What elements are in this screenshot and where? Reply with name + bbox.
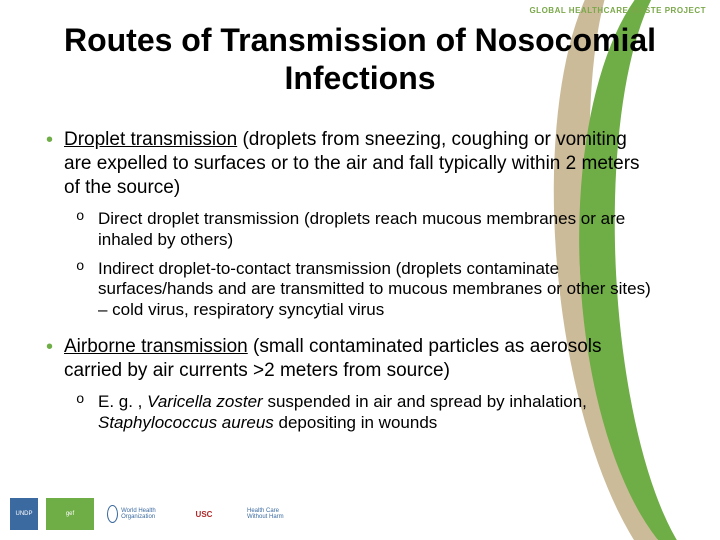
page-title: Routes of Transmission of Nosocomial Inf… [0, 22, 720, 98]
sub-item: Direct droplet transmission (droplets re… [76, 209, 656, 250]
bullet-airborne: Airborne transmission (small contaminate… [46, 335, 656, 383]
sub-text-mid: suspended in air and spread by inhalatio… [263, 392, 587, 411]
who-laurels-icon [107, 505, 118, 523]
logo-undp: UNDP [10, 498, 38, 530]
sub-list-airborne: E. g. , Varicella zoster suspended in ai… [76, 392, 656, 433]
logo-who: World Health Organization [102, 498, 166, 530]
footer-logos: UNDP gef World Health Organization USC H… [10, 494, 570, 534]
sub-list-droplet: Direct droplet transmission (droplets re… [76, 209, 656, 321]
logo-gef-text: gef [66, 511, 74, 517]
logo-who-text: World Health Organization [121, 508, 161, 520]
bullet-lead: Droplet transmission [64, 129, 237, 150]
logo-gef: gef [46, 498, 94, 530]
bullet-droplet: Droplet transmission (droplets from snee… [46, 128, 656, 199]
sub-text-italic1: Varicella zoster [147, 392, 263, 411]
sub-item: Indirect droplet-to-contact transmission… [76, 259, 656, 321]
sub-text-italic2: Staphylococcus aureus [98, 413, 274, 432]
sub-item: E. g. , Varicella zoster suspended in ai… [76, 392, 656, 433]
header-tag: GLOBAL HEALTHCARE WASTE PROJECT [529, 6, 706, 15]
content-area: Droplet transmission (droplets from snee… [46, 128, 656, 448]
bullet-lead: Airborne transmission [64, 336, 248, 357]
sub-text-prefix: E. g. , [98, 392, 147, 411]
logo-hcwh: Health Care Without Harm [242, 498, 302, 530]
sub-text-suffix: depositing in wounds [274, 413, 438, 432]
slide: GLOBAL HEALTHCARE WASTE PROJECT Routes o… [0, 0, 720, 540]
logo-usc: USC [174, 498, 234, 530]
